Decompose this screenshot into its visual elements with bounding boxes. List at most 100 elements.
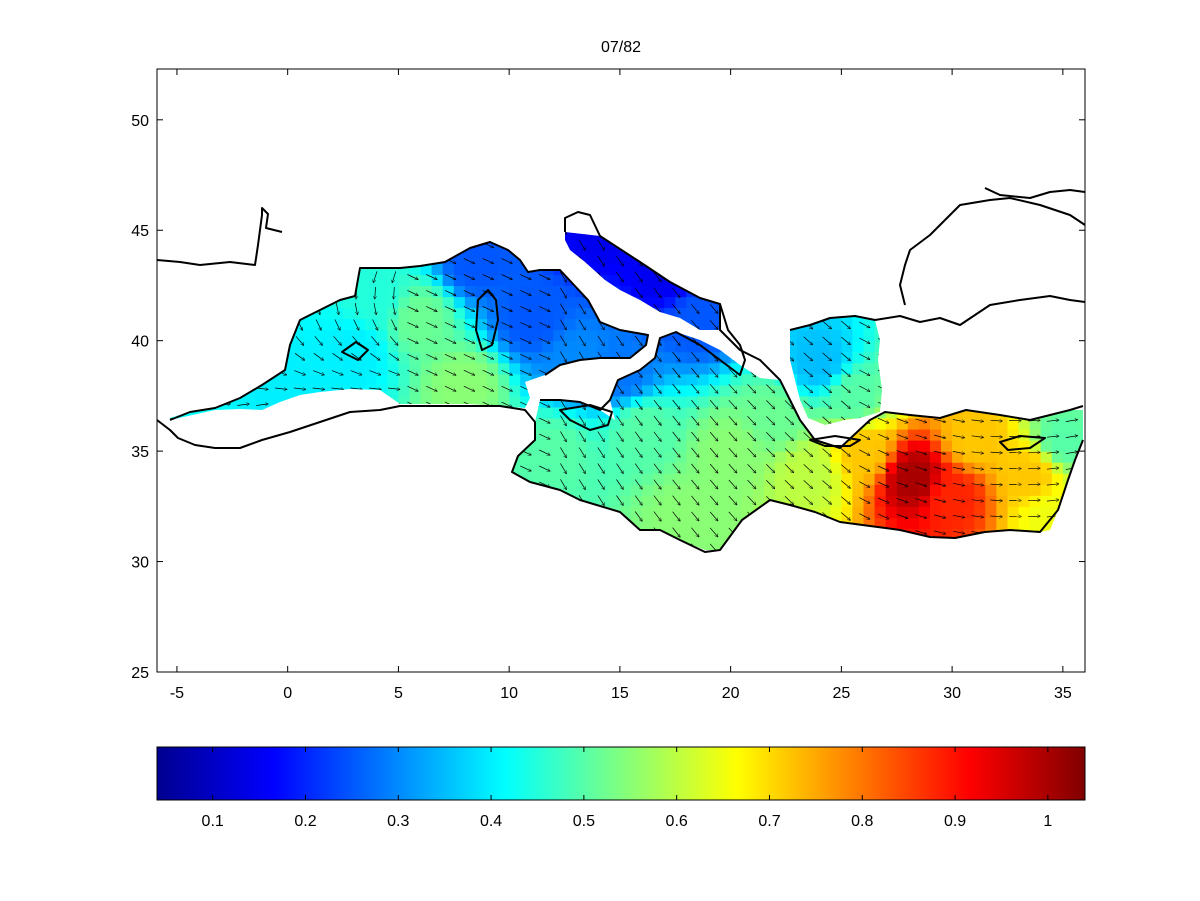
vector-arrow (971, 452, 984, 454)
vector-arrow (859, 337, 870, 344)
field-cell (309, 340, 322, 353)
field-cell (952, 418, 964, 430)
field-cell (874, 451, 887, 463)
vector-arrow (634, 287, 642, 298)
field-cell (453, 395, 466, 408)
vector-arrow (766, 384, 774, 394)
field-cell (763, 473, 776, 485)
field-cell (542, 340, 555, 353)
field-cell (332, 329, 344, 342)
field-cell (752, 406, 765, 419)
field-cell (763, 440, 776, 452)
field-cell (675, 440, 687, 452)
field-cell (686, 429, 698, 441)
field-cell (664, 296, 676, 309)
vector-arrow (392, 302, 395, 315)
field-cell (409, 373, 422, 386)
field-cell (1040, 451, 1053, 463)
vector-arrow (896, 450, 908, 454)
vector-arrow (859, 433, 870, 440)
field-cell (885, 462, 898, 474)
field-cell (631, 406, 643, 419)
field-cell (1062, 429, 1075, 441)
field-cell (841, 351, 854, 364)
field-cell (487, 296, 499, 309)
field-cell (575, 232, 588, 242)
field-cell (664, 484, 676, 496)
field-cell (575, 340, 588, 353)
field-cell (1085, 506, 1097, 518)
vector-arrow (709, 447, 718, 457)
field-cell (874, 473, 887, 485)
field-cell (597, 252, 610, 264)
field-cell (619, 506, 632, 518)
field-cell (619, 384, 632, 397)
vector-arrow (501, 274, 513, 280)
field-cell (431, 263, 444, 275)
field-cell (354, 340, 366, 353)
field-cell (697, 539, 710, 550)
field-cell (730, 373, 743, 386)
field-cell (708, 440, 721, 452)
vector-arrow (370, 353, 380, 360)
vector-arrow (915, 498, 926, 503)
field-cell (1040, 440, 1053, 452)
field-cell (774, 495, 787, 507)
field-cell (1018, 517, 1031, 529)
field-cell (387, 351, 399, 364)
field-cell (553, 406, 566, 419)
field-cell (786, 340, 798, 353)
vector-arrow (616, 479, 624, 490)
field-cell (608, 484, 621, 496)
field-cell (653, 285, 665, 298)
field-cell (398, 307, 411, 320)
vector-arrow (971, 420, 984, 422)
field-cell (985, 506, 997, 518)
field-cell (830, 506, 842, 518)
field-cell (763, 418, 776, 430)
field-cell (730, 506, 743, 518)
field-cell (941, 528, 953, 540)
field-cell (631, 285, 643, 298)
field-cell (1062, 418, 1075, 430)
field-cell (464, 263, 477, 275)
vector-arrow (1065, 436, 1078, 438)
field-cell (885, 473, 898, 485)
field-cell (409, 285, 422, 298)
field-cell (918, 517, 931, 529)
field-cell (619, 451, 632, 463)
vector-arrow (616, 255, 624, 266)
field-cell (487, 395, 499, 408)
field-cell (531, 285, 543, 298)
field-cell (1085, 319, 1097, 331)
x-tick-label: 20 (722, 685, 740, 702)
field-cell (1029, 429, 1042, 441)
vector-arrow (728, 463, 737, 473)
field-cell (664, 362, 676, 375)
field-cell (542, 462, 555, 474)
field-cell (885, 451, 898, 463)
field-cell (475, 362, 488, 375)
field-cell (797, 340, 809, 353)
field-cell (675, 395, 687, 408)
field-cell (619, 340, 632, 353)
field-cell (708, 462, 721, 474)
field-cell (664, 406, 676, 419)
field-cell (475, 329, 488, 342)
field-cell (332, 296, 344, 309)
field-cell (697, 528, 710, 540)
field-cell (808, 362, 820, 375)
field-cell (730, 484, 743, 496)
field-cell (907, 517, 920, 529)
field-cell (608, 406, 621, 419)
field-cell (653, 418, 665, 430)
vector-arrow (952, 514, 965, 517)
field-cell (1051, 418, 1064, 430)
field-cell (619, 440, 632, 452)
field-cell (1085, 407, 1097, 419)
field-cell (265, 395, 278, 408)
field-cell (774, 384, 787, 397)
field-cell (996, 506, 1009, 518)
field-cell (1018, 418, 1031, 430)
vector-arrow (560, 351, 566, 362)
